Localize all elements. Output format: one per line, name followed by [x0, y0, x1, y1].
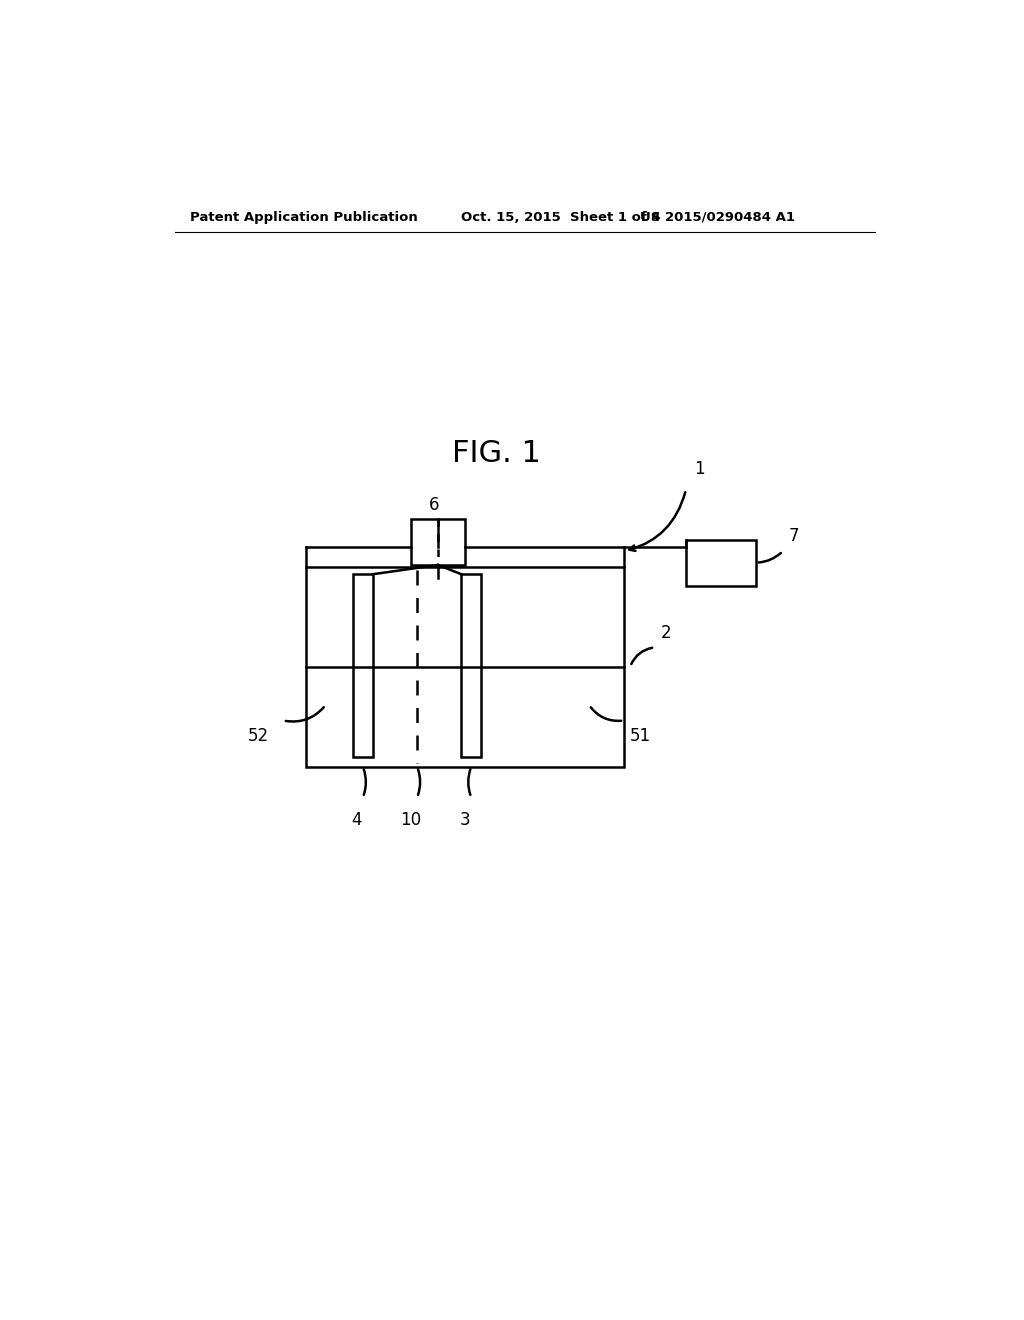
Bar	[461, 574, 481, 758]
Text: 6: 6	[429, 496, 439, 515]
Text: 4: 4	[351, 812, 361, 829]
Text: 1: 1	[693, 459, 705, 478]
Text: 3: 3	[460, 812, 470, 829]
Text: Oct. 15, 2015  Sheet 1 of 4: Oct. 15, 2015 Sheet 1 of 4	[461, 211, 660, 224]
Text: 7: 7	[788, 527, 799, 545]
Text: US 2015/0290484 A1: US 2015/0290484 A1	[640, 211, 795, 224]
Text: 2: 2	[662, 624, 672, 642]
Bar	[411, 519, 465, 565]
Text: 52: 52	[248, 726, 269, 744]
Text: 51: 51	[630, 726, 651, 744]
Text: FIG. 1: FIG. 1	[452, 440, 541, 469]
Text: 10: 10	[400, 812, 422, 829]
Bar	[306, 566, 624, 767]
Bar	[352, 574, 373, 758]
Bar	[686, 540, 756, 586]
Text: Patent Application Publication: Patent Application Publication	[190, 211, 418, 224]
